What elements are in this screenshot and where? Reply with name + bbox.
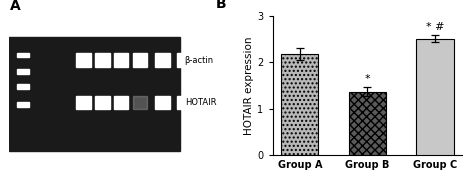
Bar: [17, 53, 29, 57]
Bar: [133, 53, 147, 67]
Text: *: *: [365, 74, 370, 84]
Text: 8: 8: [182, 23, 187, 32]
Bar: [133, 96, 147, 108]
Text: 5: 5: [118, 23, 124, 32]
Text: 7: 7: [160, 23, 165, 32]
Bar: [416, 39, 454, 155]
Bar: [114, 96, 128, 108]
Bar: [17, 102, 29, 107]
Bar: [95, 53, 109, 67]
Bar: [76, 96, 91, 108]
Text: HOTAIR: HOTAIR: [185, 98, 216, 107]
Bar: [76, 53, 91, 67]
Bar: [95, 96, 109, 108]
Bar: [114, 53, 128, 67]
Text: 6: 6: [137, 23, 142, 32]
Text: B: B: [216, 0, 226, 11]
Bar: [155, 96, 170, 108]
Text: 3: 3: [81, 23, 86, 32]
Bar: [17, 84, 29, 89]
Text: 4: 4: [100, 23, 105, 32]
Bar: [155, 53, 170, 67]
Bar: [17, 69, 29, 74]
Bar: [349, 92, 386, 155]
Bar: [281, 54, 319, 155]
Y-axis label: HOTAIR expression: HOTAIR expression: [245, 36, 255, 135]
Bar: [9, 37, 181, 151]
Bar: [177, 53, 192, 67]
Text: β-actin: β-actin: [185, 56, 214, 65]
Text: * #: * #: [426, 22, 444, 32]
Text: 2: 2: [63, 23, 67, 32]
Text: A: A: [9, 0, 20, 13]
Bar: [177, 96, 192, 108]
Text: 1: 1: [44, 23, 48, 32]
